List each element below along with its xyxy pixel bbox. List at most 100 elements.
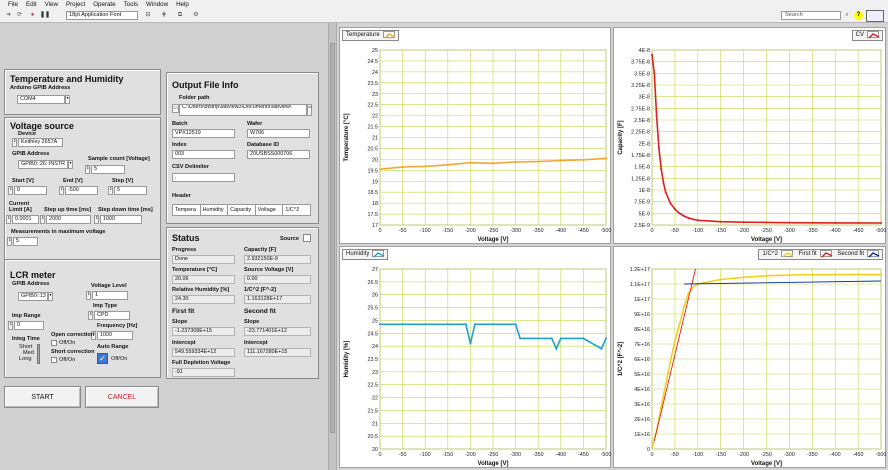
vs-gpib-browse[interactable]: ▾	[68, 160, 73, 169]
step-down-time-field[interactable]: 1000	[100, 215, 142, 224]
data-point	[687, 292, 690, 294]
resize-icon[interactable]: ⧉	[177, 12, 183, 18]
menu-view[interactable]: View	[44, 1, 58, 8]
y-tick-label: 17.5	[368, 212, 379, 218]
x-tick-label: -500	[876, 228, 887, 234]
search-input[interactable]: Search	[781, 11, 841, 20]
x-tick-label: 0	[379, 228, 382, 234]
reorder-icon[interactable]: ⚙	[193, 12, 199, 18]
auto-range-checkbox[interactable]: ✓	[97, 353, 108, 364]
invc2-legend-swatch-2	[819, 250, 832, 258]
folder-path-browse[interactable]: ▭	[307, 104, 312, 116]
voltage-level-field[interactable]: 1	[92, 291, 128, 300]
scrollbar-thumb[interactable]	[330, 43, 335, 433]
abort-icon[interactable]: ●	[30, 12, 35, 18]
lcr-gpib-browse[interactable]: ▾	[48, 292, 53, 301]
step-up-time-field[interactable]: 2000	[46, 215, 91, 224]
help-icon[interactable]: ?	[854, 11, 863, 20]
imp-range-field[interactable]: 0	[14, 321, 44, 330]
voltage-level-stepper[interactable]: ⇕	[86, 291, 91, 300]
meas-max-voltage-field[interactable]: 5	[13, 237, 38, 246]
device-field[interactable]: Keithley 2657A	[18, 138, 63, 147]
menu-project[interactable]: Project	[65, 1, 86, 8]
lcr-gpib-field[interactable]: GPIB0::13	[18, 292, 48, 301]
align-icon[interactable]: ⊟	[145, 12, 151, 18]
vs-gpib-field[interactable]: GPIB0::26::INSTR	[18, 160, 68, 169]
x-tick-label: -450	[853, 228, 864, 234]
header-cell[interactable]: Humidity	[201, 205, 229, 215]
first-fit-label: First fit	[172, 308, 195, 315]
current-limit-stepper[interactable]: ⇕	[6, 215, 11, 224]
x-tick-label: -200	[738, 228, 749, 234]
run-continuous-icon[interactable]: ⟳	[16, 12, 23, 18]
open-correction-checkbox[interactable]	[51, 340, 57, 346]
imp-type-arrows[interactable]: ⇕	[88, 311, 93, 320]
run-arrow-icon[interactable]: ➜	[5, 12, 12, 18]
data-point	[469, 161, 472, 164]
data-point	[523, 337, 526, 340]
wafer-field[interactable]: W706	[247, 129, 310, 138]
start-voltage-stepper[interactable]: ⇕	[8, 186, 13, 195]
arduino-address-browse[interactable]: ▾	[65, 95, 70, 104]
header-cell[interactable]: Capacity	[228, 205, 256, 215]
step-voltage-field[interactable]: 5	[114, 186, 147, 195]
meas-max-voltage-stepper[interactable]: ⇕	[7, 237, 12, 246]
menu-window[interactable]: Window	[146, 1, 169, 8]
temp-humidity-title: Temperature and Humidity	[10, 74, 124, 84]
database-id-field[interactable]: 20USBSS000706	[247, 150, 310, 159]
menu-tools[interactable]: Tools	[123, 1, 139, 8]
y-axis-label: Capacity [F]	[618, 120, 624, 154]
menu-edit[interactable]: Edit	[25, 1, 37, 8]
y-tick-label: 2E+16	[634, 417, 650, 423]
data-point	[582, 337, 585, 340]
step-voltage-stepper[interactable]: ⇕	[108, 186, 113, 195]
y-tick-label: 7.5E-9	[634, 200, 650, 206]
menu-file[interactable]: File	[8, 1, 18, 8]
folder-path-field[interactable]: C:\Users\dtstrip\labview3\Documents\labv…	[179, 104, 307, 116]
folder-icon[interactable]: ▭	[172, 104, 179, 113]
csv-delimiter-field[interactable]: ,	[172, 173, 235, 182]
end-voltage-field[interactable]: -500	[65, 186, 98, 195]
frequency-stepper[interactable]: ⇕	[91, 331, 96, 340]
search-icon[interactable]: ⌕	[845, 12, 849, 18]
output-file-panel: Output File Info Folder path ▭ C:\Users\…	[166, 72, 319, 224]
auto-range-label: Auto Range	[97, 344, 129, 350]
header-cell[interactable]: 1/C^2	[285, 207, 300, 213]
header-cell[interactable]: Voltage	[256, 205, 284, 215]
frequency-label: Frequency [Hz]	[97, 323, 138, 329]
imp-range-stepper[interactable]: ⇕	[8, 321, 13, 330]
sample-count-stepper[interactable]: ⇕	[85, 165, 90, 174]
end-voltage-stepper[interactable]: ⇕	[59, 186, 64, 195]
lcr-gpib-label: GPIB Address	[12, 281, 50, 287]
y-tick-label: 19	[372, 179, 378, 185]
integ-time-slider[interactable]	[37, 344, 40, 364]
sample-count-field[interactable]: 5	[91, 165, 125, 174]
start-voltage-field[interactable]: 0	[14, 186, 47, 195]
start-button[interactable]: START	[4, 386, 81, 408]
device-ring-arrows[interactable]: ⇕	[12, 138, 17, 147]
header-cell[interactable]: Tempera	[173, 205, 201, 215]
y-tick-label: 21.5	[368, 408, 379, 414]
x-tick-label: -150	[442, 452, 453, 458]
step-down-time-stepper[interactable]: ⇕	[94, 215, 99, 224]
frequency-field[interactable]: 1000	[97, 331, 133, 340]
font-selector[interactable]: 18pt Application Font	[66, 11, 138, 20]
cancel-button[interactable]: CANCEL	[85, 386, 159, 408]
imp-type-field[interactable]: CPD	[94, 311, 130, 320]
y-tick-label: 26.5	[368, 280, 379, 286]
short-correction-checkbox[interactable]	[51, 357, 57, 363]
distribute-icon[interactable]: ⋕	[161, 12, 167, 18]
pane-splitter-scrollbar[interactable]	[328, 23, 337, 470]
header-label: Header	[172, 193, 191, 199]
current-limit-field[interactable]: 0.0001	[12, 215, 39, 224]
progress-label: Progress	[172, 247, 197, 253]
pause-icon[interactable]: ❚❚	[40, 12, 51, 18]
arduino-address-field[interactable]: COM4	[17, 95, 65, 104]
batch-field[interactable]: VPX12519	[172, 129, 235, 138]
menu-operate[interactable]: Operate	[93, 1, 116, 8]
index-field[interactable]: 003	[172, 150, 235, 159]
humidity-plot: 0 -50 -100 -150 -200 -250 -300 -350 -400 -450 -500…	[344, 267, 611, 467]
x-tick-label: -350	[807, 228, 818, 234]
step-up-time-stepper[interactable]: ⇕	[40, 215, 45, 224]
menu-help[interactable]: Help	[176, 1, 189, 8]
